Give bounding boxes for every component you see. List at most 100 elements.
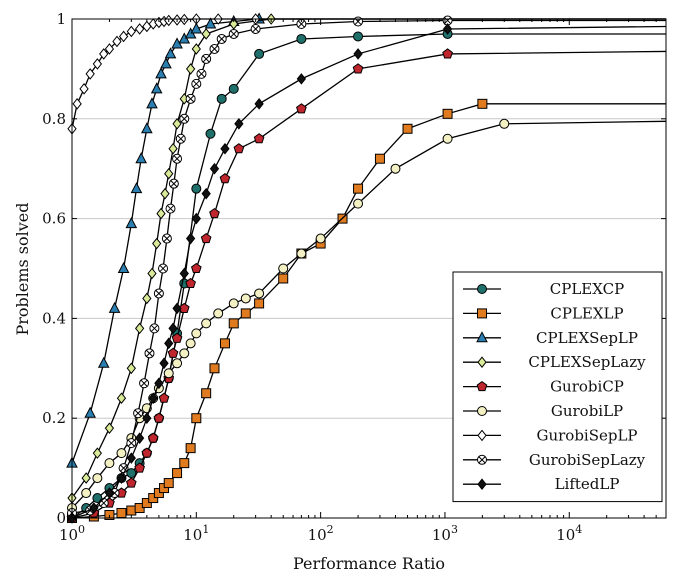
data-point <box>278 263 289 274</box>
data-point <box>185 232 196 245</box>
data-point <box>442 48 453 59</box>
data-point <box>147 432 159 443</box>
x-tick-label: 101 <box>183 523 209 544</box>
data-point <box>201 28 211 40</box>
data-point <box>126 505 137 516</box>
data-point <box>84 406 96 418</box>
data-point <box>201 388 212 399</box>
data-point <box>168 178 179 189</box>
series-cplexseplp <box>66 12 666 468</box>
data-point <box>146 97 158 109</box>
legend-entry: GurobiSepLP <box>463 426 638 444</box>
data-point <box>165 203 176 214</box>
series-liftedlp <box>67 23 667 524</box>
data-point <box>142 292 152 305</box>
data-point <box>254 288 265 299</box>
data-point <box>296 73 307 85</box>
data-point <box>79 83 89 95</box>
plot-frame <box>71 18 667 519</box>
data-point <box>171 332 183 343</box>
data-point <box>104 458 115 469</box>
data-point <box>191 328 202 339</box>
data-point <box>159 357 169 370</box>
data-point <box>204 17 217 29</box>
data-point <box>442 133 453 144</box>
data-point <box>168 322 178 335</box>
data-point <box>499 118 510 129</box>
data-point <box>179 348 190 359</box>
data-point <box>153 412 165 423</box>
data-point <box>160 187 170 200</box>
legend-entry: CPLEXSepLP <box>463 329 638 347</box>
data-point <box>92 473 103 484</box>
legend-entry: CPLEXSepLazy <box>463 353 646 371</box>
data-point <box>142 412 152 425</box>
data-point <box>228 28 239 39</box>
data-point <box>167 347 179 358</box>
data-point <box>240 293 251 304</box>
data-point <box>85 68 95 80</box>
data-point <box>219 173 231 184</box>
y-axis-title: Problems solved <box>13 202 32 335</box>
legend-label: GurobiSepLP <box>536 426 637 444</box>
data-point <box>353 31 364 42</box>
data-point <box>216 93 227 104</box>
data-point <box>126 452 136 464</box>
data-point <box>200 232 212 244</box>
series-cplexseplazy <box>67 13 666 504</box>
data-point <box>250 23 261 34</box>
data-point <box>442 108 453 119</box>
data-point <box>185 277 196 289</box>
data-point <box>296 248 307 259</box>
data-point <box>98 498 109 509</box>
x-tick-label: 100 <box>59 523 85 544</box>
data-point <box>126 438 137 449</box>
data-point <box>201 53 212 64</box>
data-point <box>118 30 129 43</box>
legend-entry: LiftedLP <box>463 475 619 493</box>
legend-entry: GurobiSepLazy <box>463 451 646 469</box>
data-point <box>104 422 115 434</box>
data-point <box>296 103 307 114</box>
legend-label: GurobiSepLazy <box>529 451 646 469</box>
legend-entry: GurobiLP <box>463 402 623 420</box>
data-point <box>191 183 202 194</box>
data-point <box>164 47 177 59</box>
data-point <box>104 43 115 55</box>
data-point <box>374 153 385 164</box>
data-point <box>116 448 127 459</box>
data-point <box>172 302 182 315</box>
series-line <box>71 120 667 509</box>
x-tick-label: 103 <box>432 523 458 544</box>
data-point <box>234 117 244 130</box>
data-point <box>144 348 155 359</box>
data-point <box>442 23 453 35</box>
data-point <box>179 458 190 469</box>
data-point <box>477 478 487 491</box>
data-point <box>163 478 174 489</box>
series-line <box>71 18 666 499</box>
data-point <box>477 98 488 109</box>
data-point <box>209 162 220 175</box>
data-point <box>150 82 163 94</box>
data-point <box>117 261 130 273</box>
data-point <box>220 142 230 155</box>
data-point <box>158 392 170 403</box>
data-point <box>164 167 174 180</box>
data-point <box>135 152 147 164</box>
data-point <box>154 377 164 390</box>
legend-entry: GurobiCP <box>463 378 624 396</box>
data-point <box>104 487 115 499</box>
data-point <box>172 153 183 164</box>
x-axis-title: Performance Ratio <box>293 554 445 573</box>
data-point <box>130 182 143 194</box>
data-point <box>190 262 202 274</box>
y-tick-label: 0.8 <box>42 110 66 128</box>
data-point <box>141 447 153 458</box>
data-point <box>179 267 189 280</box>
data-point <box>402 123 413 134</box>
data-point <box>477 454 487 465</box>
x-tick-label: 104 <box>556 523 582 544</box>
data-point <box>353 48 363 60</box>
